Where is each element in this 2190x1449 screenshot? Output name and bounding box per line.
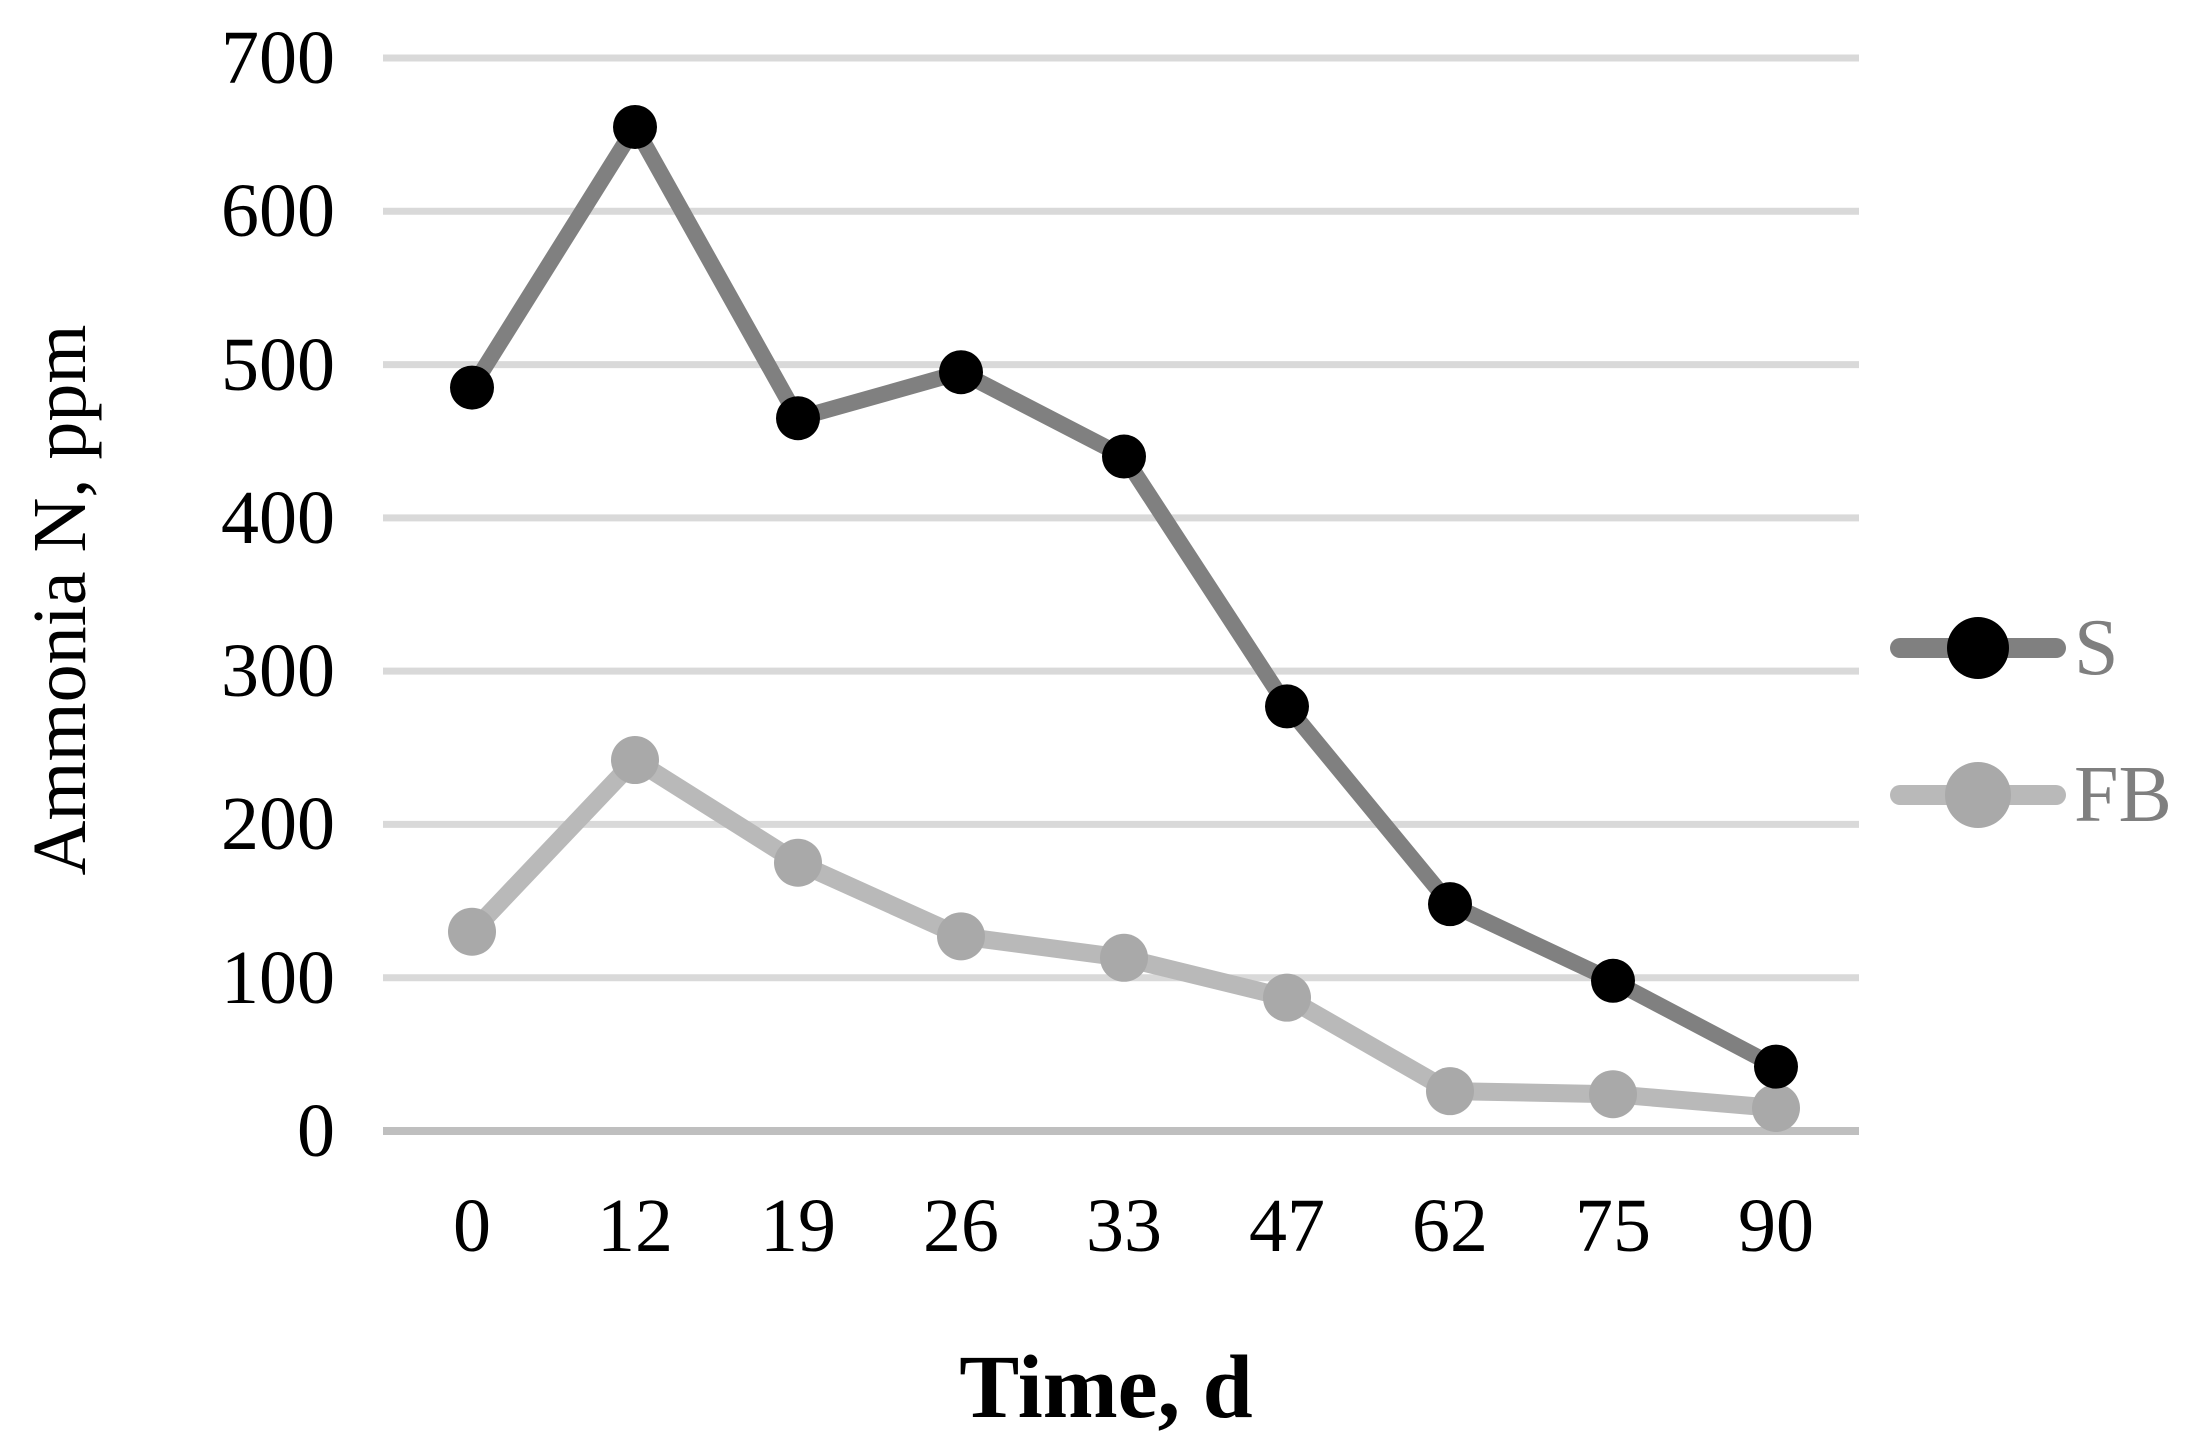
y-tick-label: 500 bbox=[221, 322, 335, 407]
data-point-fb bbox=[611, 736, 659, 785]
x-tick-label: 47 bbox=[1249, 1184, 1325, 1268]
y-tick-label: 0 bbox=[297, 1089, 335, 1173]
data-point-fb bbox=[448, 907, 496, 956]
data-point-fb bbox=[1752, 1084, 1800, 1133]
data-point-s bbox=[1591, 958, 1635, 1003]
data-point-s bbox=[450, 365, 494, 410]
data-point-fb bbox=[1589, 1070, 1637, 1119]
x-tick-label: 19 bbox=[760, 1184, 836, 1268]
data-point-s bbox=[1754, 1044, 1798, 1089]
series-line-s bbox=[464, 118, 1784, 1075]
x-tick-label: 75 bbox=[1575, 1184, 1651, 1268]
data-point-s bbox=[1428, 882, 1472, 927]
data-point-s bbox=[939, 350, 983, 395]
data-point-s bbox=[776, 396, 820, 441]
x-tick-label: 26 bbox=[923, 1184, 999, 1268]
y-tick-label: 600 bbox=[221, 169, 335, 254]
x-tick-label: 62 bbox=[1412, 1184, 1488, 1268]
legend-entry-s: S bbox=[1888, 598, 2119, 698]
x-tick-label: 0 bbox=[453, 1184, 491, 1268]
legend-entry-fb: FB bbox=[1888, 745, 2172, 845]
data-point-fb bbox=[1100, 933, 1148, 982]
data-point-fb bbox=[1426, 1067, 1474, 1116]
x-tick-label: 90 bbox=[1738, 1184, 1814, 1268]
data-point-s bbox=[1265, 684, 1309, 729]
y-tick-label: 100 bbox=[221, 935, 335, 1020]
data-point-fb bbox=[1263, 973, 1311, 1022]
data-point-s bbox=[613, 104, 657, 149]
y-tick-label: 400 bbox=[221, 475, 335, 560]
x-axis-title: Time, d bbox=[959, 1338, 1253, 1437]
data-point-fb bbox=[774, 838, 822, 887]
y-tick-label: 200 bbox=[221, 782, 335, 867]
legend-line-marker-icon bbox=[1890, 762, 2066, 828]
y-tick-label: 700 bbox=[221, 16, 335, 100]
y-axis-title: Ammonia N, ppm bbox=[18, 324, 102, 876]
legend-label-s: S bbox=[2074, 604, 2119, 692]
data-point-s bbox=[1102, 434, 1146, 479]
x-tick-label: 33 bbox=[1086, 1184, 1162, 1268]
x-tick-label: 12 bbox=[597, 1184, 673, 1268]
legend-line-marker-icon bbox=[1890, 617, 2066, 679]
data-point-fb bbox=[937, 912, 985, 961]
y-tick-label: 300 bbox=[221, 629, 335, 714]
legend-label-fb: FB bbox=[2074, 751, 2172, 839]
